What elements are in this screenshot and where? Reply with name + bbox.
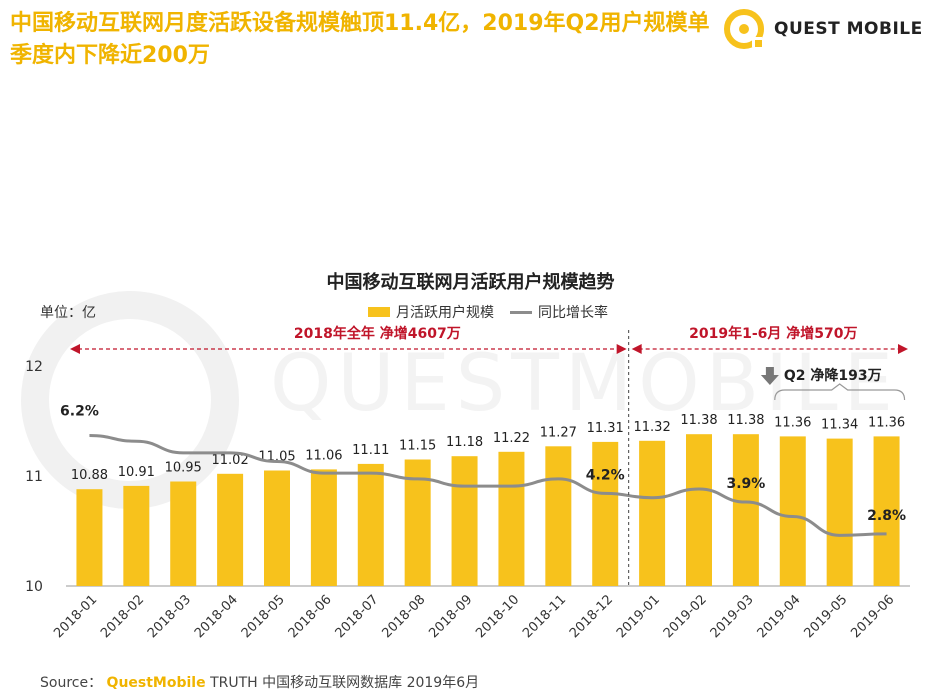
chart-title: 中国移动互联网月活跃用户规模趋势	[326, 272, 615, 293]
y-tick-label: 12	[25, 359, 43, 375]
bar-2018-10	[498, 451, 525, 586]
y-tick-label: 10	[25, 579, 43, 595]
bar-value-label: 11.27	[540, 425, 577, 440]
bar-value-label: 11.02	[212, 453, 249, 468]
bar-value-label: 11.34	[821, 418, 858, 433]
x-tick-label: 2018-10	[473, 592, 522, 641]
source-suffix: TRUTH 中国移动互联网数据库 2019年6月	[210, 675, 480, 691]
legend-label-line: 同比增长率	[538, 305, 608, 321]
legend-label-bar: 月活跃用户规模	[396, 305, 494, 321]
period-2018-arrow-left	[70, 344, 80, 354]
headline: 中国移动互联网月度活跃设备规模触顶11.4亿，2019年Q2用户规模单季度内下降…	[10, 11, 710, 68]
legend-swatch-bar	[368, 307, 390, 317]
legend-swatch-line	[510, 310, 532, 314]
bar-2019-03	[732, 434, 759, 586]
x-tick-label: 2018-02	[98, 592, 147, 641]
q2-label: Q2 净降193万	[784, 367, 882, 384]
bar-value-label: 11.38	[727, 413, 764, 428]
x-tick-label: 2018-11	[520, 592, 569, 641]
bar-2019-02	[686, 434, 712, 586]
source-prefix: Source：	[40, 675, 103, 691]
bar-value-label: 11.36	[774, 415, 811, 430]
bar-2018-04	[217, 473, 244, 586]
logo-text: QUEST MOBILE	[774, 19, 923, 39]
x-tick-label: 2018-03	[145, 592, 194, 641]
bar-value-label: 11.22	[493, 431, 530, 446]
x-tick-label: 2019-05	[801, 592, 850, 641]
source-brand: QuestMobile	[106, 675, 206, 691]
period-2019-label: 2019年1-6月 净增570万	[689, 325, 857, 342]
bar-value-label: 11.38	[680, 413, 717, 428]
bar-2019-01	[639, 440, 666, 586]
y-tick-label: 11	[25, 469, 43, 485]
bar-value-label: 11.11	[352, 443, 389, 458]
bar-2018-03	[170, 481, 197, 586]
x-tick-label: 2019-04	[755, 592, 804, 641]
x-tick-label: 2018-05	[239, 592, 288, 641]
bar-2018-05	[264, 470, 290, 586]
period-2019-arrow-right	[898, 344, 908, 354]
x-tick-label: 2018-01	[51, 592, 100, 641]
rate-point-label: 6.2%	[60, 403, 99, 419]
watermark-text: QUESTMOBILE	[270, 339, 899, 429]
questmobile-logo-icon	[724, 9, 764, 49]
unit-label: 单位：亿	[40, 305, 96, 321]
rate-point-label: 3.9%	[726, 476, 765, 492]
bar-value-label: 11.31	[587, 421, 624, 436]
x-tick-label: 2018-09	[426, 592, 475, 641]
bar-value-label: 10.95	[165, 461, 202, 476]
bar-2018-09	[451, 456, 478, 586]
bar-2018-02	[123, 485, 150, 586]
period-2018-arrow-right	[616, 344, 627, 354]
x-tick-label: 2018-12	[567, 592, 616, 641]
bar-2019-06	[873, 436, 900, 586]
x-tick-label: 2019-02	[661, 592, 710, 641]
x-tick-label: 2019-01	[614, 592, 663, 641]
x-tick-label: 2018-07	[333, 592, 382, 641]
x-tick-label: 2018-06	[286, 592, 335, 641]
x-tick-label: 2019-03	[708, 592, 757, 641]
legend-item-bar: 月活跃用户规模	[368, 302, 494, 322]
rate-point-label: 4.2%	[586, 467, 625, 483]
bar-2019-05	[826, 438, 853, 586]
period-2019-arrow-left	[631, 344, 642, 354]
source-line: Source： QuestMobile TRUTH 中国移动互联网数据库 201…	[40, 672, 479, 692]
bar-value-label: 11.06	[305, 448, 342, 463]
bar-2019-04	[779, 436, 806, 586]
rate-point-label: 2.8%	[867, 508, 906, 524]
x-tick-label: 2019-06	[848, 592, 897, 641]
bar-value-label: 10.88	[71, 468, 108, 483]
bar-2018-11	[545, 446, 572, 586]
bar-value-label: 11.36	[868, 415, 905, 430]
bar-2018-06	[310, 469, 337, 586]
bar-value-label: 11.32	[634, 420, 671, 435]
bar-value-label: 10.91	[118, 465, 155, 480]
legend-item-line: 同比增长率	[510, 302, 608, 322]
q2-brace	[774, 383, 906, 401]
bar-2018-07	[357, 463, 384, 586]
x-tick-label: 2018-08	[379, 592, 428, 641]
down-arrow-icon	[760, 367, 779, 385]
growth-rate-line	[89, 433, 887, 537]
bar-2018-01	[76, 489, 103, 586]
bar-2018-12	[592, 441, 619, 586]
bar-value-label: 11.18	[446, 435, 483, 450]
period-2018-label: 2018年全年 净增4607万	[294, 325, 461, 342]
bar-value-label: 11.15	[399, 439, 436, 454]
logo: QUEST MOBILE	[722, 6, 932, 52]
x-tick-label: 2018-04	[192, 592, 241, 641]
legend: 月活跃用户规模 同比增长率	[368, 302, 624, 322]
